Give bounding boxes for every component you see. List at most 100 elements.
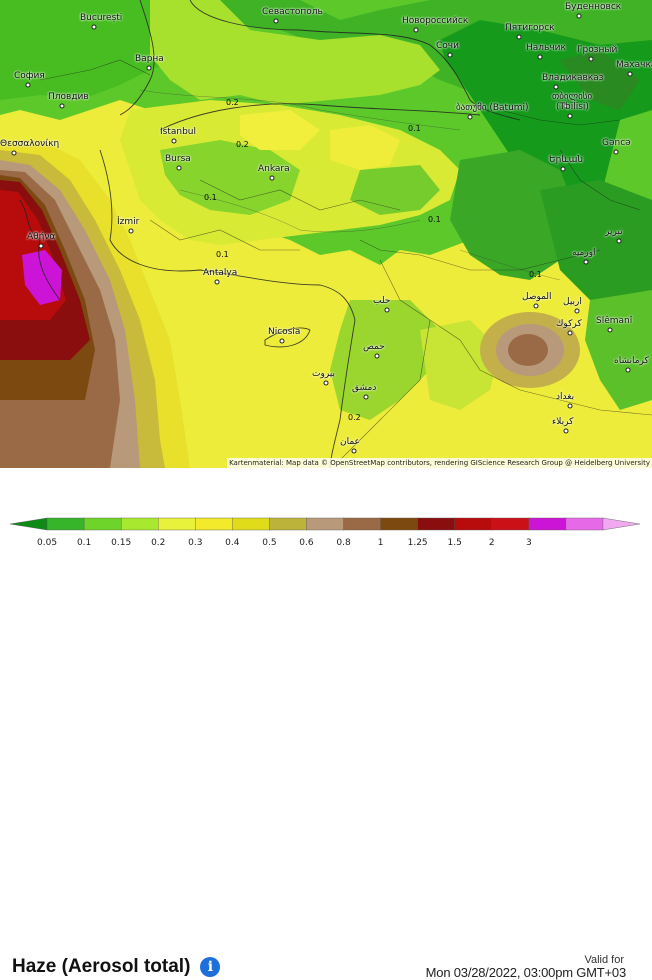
city-marker bbox=[146, 65, 152, 71]
city-marker bbox=[616, 238, 622, 244]
legend-tick-label: 1.25 bbox=[407, 538, 428, 548]
isoline-label: 0.1 bbox=[408, 124, 421, 133]
city-marker bbox=[567, 330, 573, 336]
isoline-label: 0.1 bbox=[428, 215, 441, 224]
legend-tick-label: 0.8 bbox=[336, 538, 351, 548]
isoline-label: 0.2 bbox=[226, 98, 239, 107]
legend-tick-label: 0.4 bbox=[225, 538, 240, 548]
city-label: بيروت bbox=[312, 369, 336, 379]
city-label: (Tbilisi) bbox=[556, 102, 589, 112]
city-marker bbox=[583, 259, 589, 265]
city-label: Երևան bbox=[549, 155, 584, 165]
legend-swatch bbox=[417, 517, 456, 531]
color-scale-legend bbox=[0, 516, 652, 548]
city-marker bbox=[576, 13, 582, 19]
legend-swatch bbox=[120, 517, 159, 531]
city-marker bbox=[563, 428, 569, 434]
legend-swatch bbox=[9, 517, 48, 531]
city-marker bbox=[553, 84, 559, 90]
city-label: București bbox=[80, 13, 123, 23]
city-marker bbox=[323, 380, 329, 386]
haze-map[interactable]: București Севастополь Новороссийск Пятигорс… bbox=[0, 0, 652, 468]
legend-swatch bbox=[46, 517, 85, 531]
city-marker bbox=[563, 103, 569, 109]
city-label: اورمیه bbox=[572, 248, 596, 258]
city-marker bbox=[38, 243, 44, 249]
city-label: Ankara bbox=[258, 164, 290, 174]
city-label: Пловдив bbox=[48, 92, 89, 102]
city-marker bbox=[567, 403, 573, 409]
city-marker bbox=[516, 34, 522, 40]
legend-tick-label: 0.3 bbox=[188, 538, 203, 548]
city-label: თბილისი bbox=[552, 92, 593, 102]
city-label: Махачкала bbox=[616, 60, 652, 70]
city-label: Nicosia bbox=[268, 327, 301, 337]
city-label: İzmir bbox=[117, 217, 140, 227]
city-marker bbox=[560, 166, 566, 172]
isoline-label: 0.2 bbox=[236, 140, 249, 149]
city-label: Istanbul bbox=[160, 127, 197, 137]
info-icon[interactable]: i bbox=[200, 957, 221, 977]
city-marker bbox=[214, 279, 220, 285]
map-attribution: Kartenmaterial: Map data © OpenStreetMap… bbox=[227, 458, 652, 468]
city-label: София bbox=[14, 71, 45, 81]
city-label: Bursa bbox=[165, 154, 191, 164]
isoline-label: 0.1 bbox=[216, 250, 229, 259]
city-marker bbox=[447, 52, 453, 58]
legend-swatch bbox=[602, 517, 641, 531]
legend-tick-label: 0.6 bbox=[299, 538, 314, 548]
city-marker bbox=[273, 18, 279, 24]
city-marker bbox=[25, 82, 31, 88]
city-marker bbox=[384, 307, 390, 313]
legend-swatch bbox=[454, 517, 493, 531]
city-label: اربيل bbox=[563, 297, 582, 307]
city-marker bbox=[171, 138, 177, 144]
city-label: ბათუმი (Batumi) bbox=[456, 103, 529, 113]
city-marker bbox=[467, 114, 473, 120]
valid-date: Mon 03/28/2022, 03:00pm GMT+03 bbox=[425, 965, 627, 980]
city-marker bbox=[176, 165, 182, 171]
city-label: Slêmanî bbox=[596, 316, 633, 326]
legend-swatch bbox=[380, 517, 419, 531]
city-marker bbox=[613, 149, 619, 155]
city-label: الموصل bbox=[522, 292, 552, 302]
city-label: Буденновск bbox=[565, 2, 622, 12]
legend-swatch bbox=[565, 517, 604, 531]
city-label: Севастополь bbox=[262, 7, 323, 17]
city-label: Варна bbox=[135, 54, 164, 64]
city-marker bbox=[11, 150, 17, 156]
city-marker bbox=[91, 24, 97, 30]
legend-swatch bbox=[195, 517, 234, 531]
city-label: Сочи bbox=[436, 41, 459, 51]
city-label: دمشق bbox=[352, 383, 377, 393]
layer-title: Haze (Aerosol total) bbox=[12, 956, 191, 977]
legend-tick-label: 0.1 bbox=[76, 538, 92, 548]
city-marker bbox=[625, 367, 631, 373]
city-label: Gəncə bbox=[602, 138, 631, 148]
city-marker bbox=[269, 175, 275, 181]
legend-swatch bbox=[232, 517, 271, 531]
city-marker bbox=[588, 56, 594, 62]
city-marker bbox=[574, 308, 580, 314]
color-scale-bar bbox=[9, 517, 641, 531]
city-label: Владикавказ bbox=[542, 73, 604, 83]
legend-swatch bbox=[306, 517, 345, 531]
legend-swatch bbox=[158, 517, 196, 531]
city-label: Нальчик bbox=[526, 43, 566, 53]
city-label: كركوك bbox=[556, 319, 582, 329]
city-label: حلب bbox=[373, 296, 391, 306]
city-marker bbox=[351, 448, 357, 454]
city-label: Новороссийск bbox=[402, 16, 469, 26]
city-marker bbox=[607, 327, 613, 333]
legend-tick-label: 0.5 bbox=[262, 538, 277, 548]
city-label: بغداد bbox=[556, 392, 575, 402]
city-marker bbox=[537, 54, 543, 60]
city-marker bbox=[128, 228, 134, 234]
legend-tick-label: 0.2 bbox=[151, 538, 166, 548]
isoline-label: 0.1 bbox=[204, 193, 217, 202]
city-marker bbox=[567, 113, 573, 119]
city-label: كرمانشاه bbox=[614, 356, 649, 366]
legend-tick-label: 1 bbox=[377, 538, 384, 548]
city-marker bbox=[59, 103, 65, 109]
legend-swatch bbox=[491, 517, 530, 531]
